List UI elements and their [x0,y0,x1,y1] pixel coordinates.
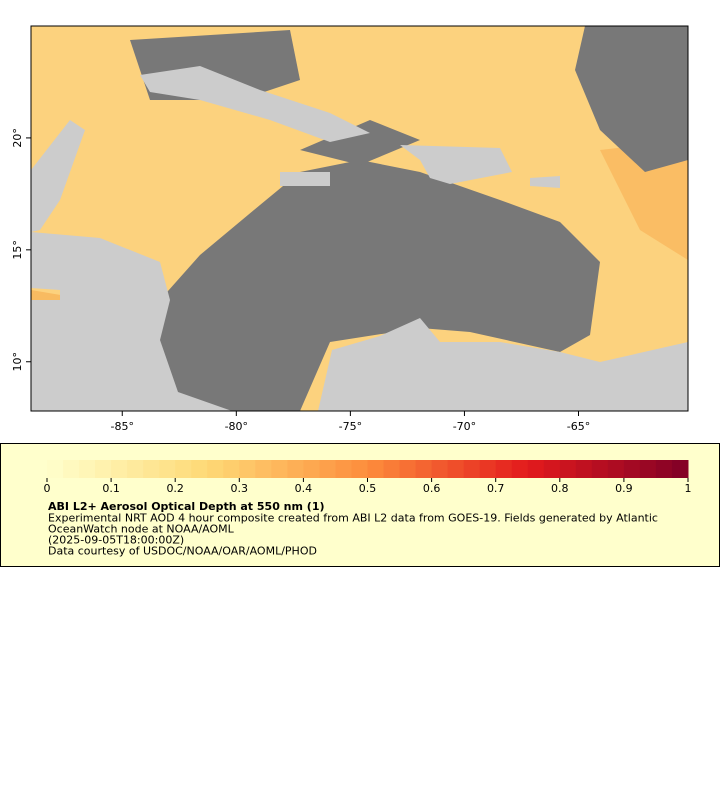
no-data [150,160,600,411]
colorbar-swatch [255,460,272,478]
land [140,66,370,142]
colorbar-tick-label: 0.9 [615,482,633,495]
colorbar-tick-label: 0.1 [102,482,120,495]
x-tick-label: -65° [567,420,590,433]
colorbar-tick-label: 0.3 [231,482,249,495]
colorbar-swatch [207,460,224,478]
land [31,232,232,411]
colorbar-swatch [47,460,64,478]
colorbar-swatch [63,460,80,478]
colorbar-swatch [495,460,513,478]
map-image [31,26,688,411]
colorbar-swatch [479,460,497,478]
y-tick-label: 10° [11,352,24,372]
colorbar-swatch [399,460,417,478]
colorbar-swatch [223,460,240,478]
colorbar-swatch [671,460,689,478]
colorbar-swatch [415,460,433,478]
colorbar-swatch [335,460,352,478]
colorbar-swatch [447,460,465,478]
map-frame [30,25,689,412]
no-data [300,120,420,165]
colorbar-swatch [367,460,385,478]
colorbar-swatch [175,460,192,478]
x-tick-label: -75° [339,420,362,433]
colorbar-swatch [127,460,144,478]
colorbar-swatch [559,460,577,478]
colorbar-tick-label: 0 [44,482,51,495]
colorbar: 0 0.1 0.2 0.3 0.4 0.5 0.6 0.7 0.8 0.9 1 [44,460,692,495]
colorbar-swatch [191,460,208,478]
colorbar-swatch [607,460,625,478]
colorbar-swatch [143,460,160,478]
colorbar-swatch [79,460,96,478]
colorbar-swatch [111,460,128,478]
colorbar-swatch [623,460,641,478]
aerosol-high [600,140,688,260]
x-tick-label: -80° [225,420,248,433]
colorbar-swatch [383,460,401,478]
colorbar-tick-label: 0.4 [295,482,313,495]
land [280,172,330,186]
land [530,176,560,188]
colorbar-tick-label: 0.2 [166,482,184,495]
land [400,145,512,184]
colorbar-swatch [351,460,368,478]
colorbar-tick-label: 0.5 [359,482,377,495]
colorbar-swatch [591,460,609,478]
legend-title: ABI L2+ Aerosol Optical Depth at 550 nm … [48,500,325,513]
colorbar-swatch [303,460,320,478]
x-tick-label: -85° [111,420,134,433]
colorbar-swatch [575,460,593,478]
colorbar-swatch [239,460,256,478]
no-data [575,26,688,172]
colorbar-tick-label: 1 [685,482,692,495]
colorbar-swatch [271,460,288,478]
colorbar-swatch [655,460,673,478]
colorbar-swatch [95,460,112,478]
colorbar-swatch [463,460,481,478]
axes: -85° -80° -75° -70° -65° 10° 15° 20° [11,128,590,433]
legend-line: Data courtesy of USDOC/NOAA/OAR/AOML/PHO… [48,545,317,558]
legend-line: OceanWatch node at NOAA/AOML [48,523,235,536]
land [31,120,85,232]
colorbar-swatch [543,460,561,478]
legend-line: Experimental NRT AOD 4 hour composite cr… [48,512,658,525]
colorbar-swatch [639,460,657,478]
colorbar-swatch [319,460,336,478]
colorbar-swatch [431,460,449,478]
land [318,318,688,411]
colorbar-swatch [527,460,545,478]
legend-line: (2025-09-05T18:00:00Z) [48,534,184,547]
colorbar-tick-label: 0.8 [551,482,569,495]
colorbar-swatch [159,460,176,478]
colorbar-swatch [287,460,304,478]
y-tick-label: 20° [11,128,24,148]
colorbar-tick-label: 0.7 [487,482,505,495]
colorbar-tick-label: 0.6 [423,482,441,495]
x-tick-label: -70° [453,420,476,433]
y-tick-label: 15° [11,240,24,260]
colorbar-swatch [511,460,529,478]
